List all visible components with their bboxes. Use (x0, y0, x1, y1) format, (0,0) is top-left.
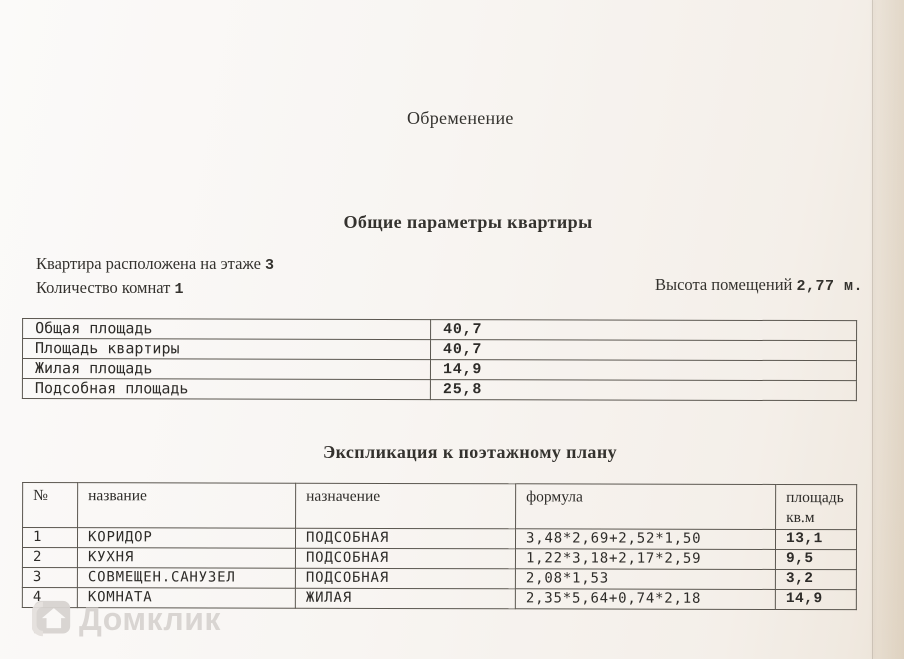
room-formula: 2,35*5,64+0,74*2,18 (515, 588, 776, 610)
floor-value: 3 (265, 257, 275, 274)
room-name: КОМНАТА (77, 587, 296, 609)
header-purpose: назначение (295, 483, 516, 529)
page-edge-shadow (873, 0, 904, 659)
room-area: 14,9 (775, 589, 857, 610)
header-name: название (77, 482, 296, 529)
ceiling-height-value: 2,77 м. (796, 278, 863, 295)
general-params-table: Общая площадь 40,7 Площадь квартиры 40,7… (22, 318, 857, 401)
general-params-heading: Общие параметры квартиры (343, 212, 593, 232)
header-area: площадь кв.м (775, 484, 857, 530)
table-row: Площадь квартиры 40,7 (22, 338, 857, 361)
rooms-line: Количество комнат 1 (36, 277, 275, 301)
table-row: Общая площадь 40,7 (22, 318, 857, 341)
encumbrance-heading: Обременение (407, 108, 514, 128)
room-area: 3,2 (775, 569, 857, 590)
header-area-line1: площадь (786, 489, 844, 507)
rooms-value: 1 (174, 280, 185, 298)
room-num: 1 (22, 527, 78, 548)
floor-label: Квартира расположена на этаже (36, 254, 261, 273)
table-row: Подсобная площадь 25,8 (22, 378, 857, 401)
ceiling-height-label: Высота помещений (655, 275, 793, 294)
param-value: 25,8 (430, 379, 857, 401)
table-row: 4 КОМНАТА ЖИЛАЯ 2,35*5,64+0,74*2,18 14,9 (22, 587, 857, 610)
room-num: 4 (22, 587, 78, 608)
param-label: Подсобная площадь (22, 378, 431, 400)
room-purpose: ПОДСОБНАЯ (295, 548, 516, 569)
header-num: № (22, 482, 78, 528)
page-fold-crease (872, 0, 873, 659)
rooms-label: Количество комнат (36, 277, 171, 297)
room-purpose: ПОДСОБНАЯ (295, 568, 516, 589)
explication-heading: Экспликация к поэтажному плану (322, 442, 618, 462)
room-formula: 3,48*2,69+2,52*1,50 (515, 528, 776, 550)
param-value: 14,9 (430, 359, 857, 381)
explication-table: № название назначение формула площадь кв… (22, 482, 857, 610)
room-num: 2 (22, 547, 78, 568)
room-formula: 2,08*1,53 (515, 568, 776, 590)
table-row: Жилая площадь 14,9 (22, 358, 857, 381)
header-area-line2: кв.м (786, 509, 815, 527)
param-value: 40,7 (430, 319, 857, 341)
param-label: Площадь квартиры (22, 338, 431, 360)
room-name: СОВМЕЩЕН.САНУЗЕЛ (77, 567, 296, 589)
table-row: 1 КОРИДОР ПОДСОБНАЯ 3,48*2,69+2,52*1,50 … (22, 527, 857, 550)
ceiling-height-line: Высота помещений 2,77 м. (655, 275, 863, 295)
room-area: 13,1 (775, 529, 857, 550)
param-label: Общая площадь (22, 318, 431, 340)
param-value: 40,7 (430, 339, 857, 361)
room-name: КУХНЯ (77, 547, 296, 569)
room-purpose: ЖИЛАЯ (295, 588, 516, 609)
room-num: 3 (22, 567, 78, 588)
table-row: 3 СОВМЕЩЕН.САНУЗЕЛ ПОДСОБНАЯ 2,08*1,53 3… (22, 567, 857, 590)
room-purpose: ПОДСОБНАЯ (295, 528, 516, 549)
room-name: КОРИДОР (77, 527, 296, 549)
floor-line: Квартира расположена на этаже 3 (36, 253, 275, 277)
param-label: Жилая площадь (22, 358, 431, 380)
room-area: 9,5 (775, 549, 857, 570)
table-row: 2 КУХНЯ ПОДСОБНАЯ 1,22*3,18+2,17*2,59 9,… (22, 547, 857, 570)
room-formula: 1,22*3,18+2,17*2,59 (515, 548, 776, 570)
apartment-meta: Квартира расположена на этаже 3 Количест… (36, 253, 275, 300)
header-formula: формула (515, 483, 776, 530)
table-header-row: № название назначение формула площадь кв… (22, 482, 857, 530)
